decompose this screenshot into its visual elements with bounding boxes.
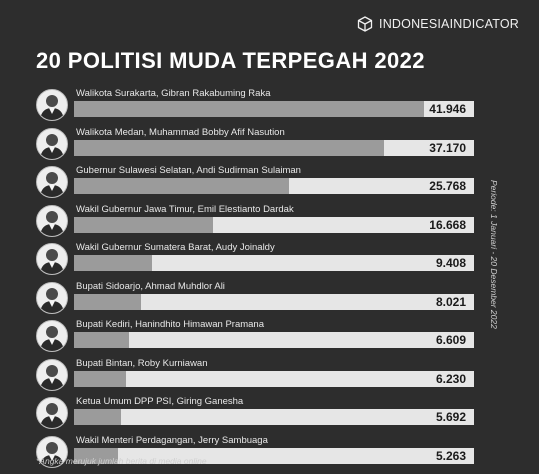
bar-row: Wakil Menteri Perdagangan, Jerry Sambuag… bbox=[32, 433, 480, 472]
cube-icon bbox=[357, 16, 373, 32]
portrait-avatar bbox=[36, 127, 68, 160]
bar-track: 37.170 bbox=[74, 139, 474, 156]
bar-row: Walikota Surakarta, Gibran Rakabuming Ra… bbox=[32, 86, 480, 125]
brand-name: INDONESIAINDICATOR bbox=[379, 17, 519, 31]
bar bbox=[74, 409, 122, 425]
bar-row: Ketua Umum DPP PSI, Giring Ganesha 5.692 bbox=[32, 394, 480, 433]
bar-row: Wakil Gubernur Sumatera Barat, Audy Join… bbox=[32, 240, 480, 279]
data-label: 6.609 bbox=[435, 333, 466, 347]
portrait-avatar bbox=[36, 166, 68, 198]
portrait-avatar bbox=[36, 243, 68, 275]
bar-track: 8.021 bbox=[74, 293, 474, 310]
category-label: Bupati Bintan, Roby Kurniawan bbox=[76, 357, 208, 369]
bar-row: Gubernur Sulawesi Selatan, Andi Sudirman… bbox=[32, 163, 480, 202]
bar bbox=[74, 139, 384, 156]
category-label: Wakil Gubernur Sumatera Barat, Audy Join… bbox=[76, 242, 275, 253]
bar-track: 6.609 bbox=[74, 332, 474, 348]
bar-row: Wakil Gubernur Jawa Timur, Emil Elestian… bbox=[32, 202, 480, 241]
category-label: Wakil Menteri Perdagangan, Jerry Sambuag… bbox=[76, 434, 268, 446]
person-icon bbox=[40, 364, 64, 390]
data-label: 16.668 bbox=[429, 217, 466, 232]
bar-track: 16.668 bbox=[74, 216, 474, 233]
category-label: Wakil Gubernur Jawa Timur, Emil Elestian… bbox=[76, 203, 294, 215]
person-icon bbox=[40, 441, 64, 467]
chart-title: 20 POLITISI MUDA TERPEGAH 2022 bbox=[36, 48, 425, 73]
data-label: 6.230 bbox=[435, 371, 466, 386]
bar-track: 5.692 bbox=[74, 409, 474, 425]
bar bbox=[74, 178, 289, 194]
category-label: Walikota Surakarta, Gibran Rakabuming Ra… bbox=[76, 88, 271, 99]
bar bbox=[74, 293, 141, 310]
portrait-avatar bbox=[36, 204, 68, 237]
portrait-avatar bbox=[36, 281, 68, 314]
person-icon bbox=[40, 403, 64, 428]
portrait-avatar bbox=[36, 358, 68, 391]
bar bbox=[74, 370, 126, 387]
bar bbox=[74, 216, 213, 233]
bar-track: 5.263 bbox=[74, 447, 474, 464]
data-label: 9.408 bbox=[435, 256, 466, 270]
bar-row: Bupati Sidoarjo, Ahmad Muhdlor Ali 8.021 bbox=[32, 279, 480, 318]
bar-row: Bupati Kediri, Hanindhito Himawan Praman… bbox=[32, 317, 480, 356]
bar-track: 6.230 bbox=[74, 370, 474, 387]
data-label: 8.021 bbox=[435, 294, 466, 309]
category-label: Ketua Umum DPP PSI, Giring Ganesha bbox=[76, 396, 244, 407]
data-label: 5.692 bbox=[435, 410, 466, 424]
brand-logo: INDONESIAINDICATOR bbox=[357, 16, 519, 32]
portrait-avatar bbox=[36, 320, 68, 352]
bar-track: 9.408 bbox=[74, 255, 474, 271]
bar-track: 41.946 bbox=[74, 101, 474, 117]
portrait-avatar bbox=[36, 397, 68, 429]
portrait-avatar bbox=[36, 435, 68, 468]
category-label: Gubernur Sulawesi Selatan, Andi Sudirman… bbox=[76, 165, 301, 176]
bar bbox=[74, 447, 118, 464]
person-icon bbox=[40, 133, 64, 159]
period-note: Periode: 1 Januari - 20 Desember 2022 bbox=[489, 180, 499, 329]
category-label: Walikota Medan, Muhammad Bobby Afif Nasu… bbox=[76, 126, 285, 138]
bar-row: Bupati Bintan, Roby Kurniawan 6.230 bbox=[32, 356, 480, 395]
person-icon bbox=[40, 249, 64, 274]
person-icon bbox=[40, 172, 64, 197]
bar-row: Walikota Medan, Muhammad Bobby Afif Nasu… bbox=[32, 125, 480, 164]
data-label: 25.768 bbox=[429, 179, 466, 193]
person-icon bbox=[40, 326, 64, 351]
data-label: 37.170 bbox=[429, 140, 466, 155]
bar-track: 25.768 bbox=[74, 178, 474, 194]
portrait-avatar bbox=[36, 89, 68, 121]
bar bbox=[74, 332, 130, 348]
bar-chart: Walikota Surakarta, Gibran Rakabuming Ra… bbox=[32, 86, 480, 471]
bar bbox=[74, 255, 153, 271]
footnote: *Angka merujuk jumlah berita di media on… bbox=[36, 456, 207, 466]
category-label: Bupati Kediri, Hanindhito Himawan Praman… bbox=[76, 319, 264, 330]
person-icon bbox=[40, 95, 64, 120]
person-icon bbox=[40, 287, 64, 313]
data-label: 5.263 bbox=[435, 448, 466, 463]
data-label: 41.946 bbox=[429, 102, 466, 116]
category-label: Bupati Sidoarjo, Ahmad Muhdlor Ali bbox=[76, 280, 225, 292]
bar bbox=[74, 101, 424, 117]
person-icon bbox=[40, 210, 64, 236]
